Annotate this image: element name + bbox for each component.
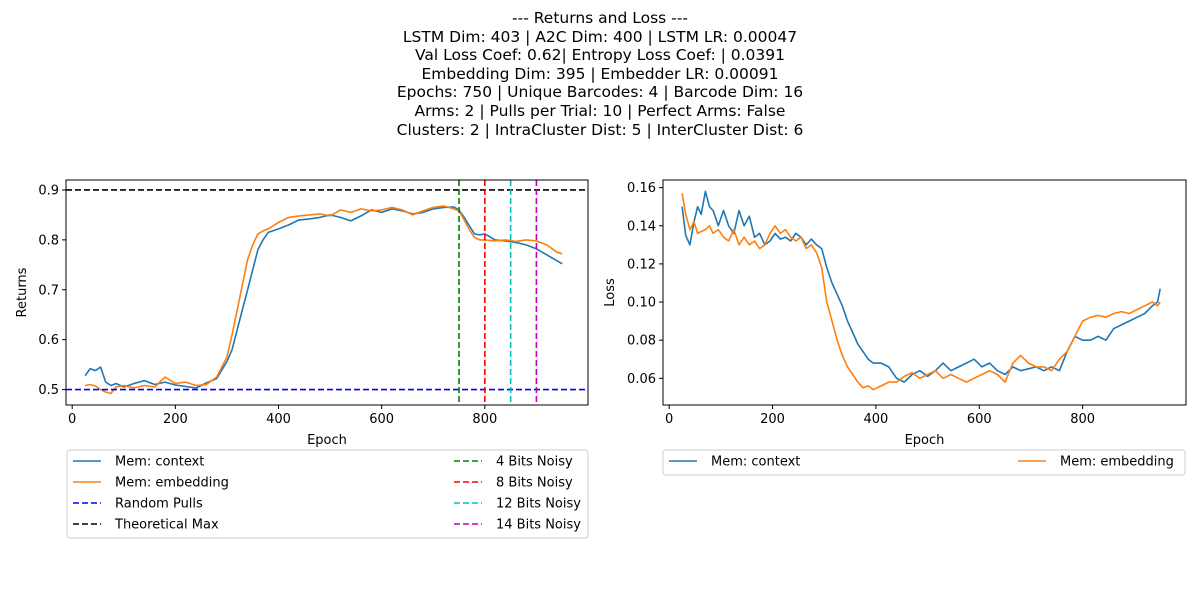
x-tick-label: 800 xyxy=(1070,412,1095,427)
returns-chart: 0 200 400 600 800 0.5 0.6 0.7 0.8 0.9 Epoch Returns… xyxy=(15,179,589,539)
plot-area xyxy=(66,180,588,405)
suptitle-line: Embedding Dim: 395 | Embedder LR: 0.0009… xyxy=(421,64,779,83)
legend-label: Theoretical Max xyxy=(114,518,219,533)
y-axis-label: Loss xyxy=(603,278,618,307)
suptitle-line: Clusters: 2 | IntraCluster Dist: 5 | Int… xyxy=(396,120,804,139)
x-tick-label: 600 xyxy=(967,412,992,427)
x-tick-label: 200 xyxy=(163,412,188,427)
legend-label: Mem: context xyxy=(711,455,800,470)
y-tick-label: 0.12 xyxy=(627,257,656,272)
series-line-mem-embedding xyxy=(681,193,1161,391)
plot-frame xyxy=(65,179,589,406)
y-tick-label: 0.7 xyxy=(38,283,59,298)
legend-label: 4 Bits Noisy xyxy=(496,455,573,470)
y-tick-label: 0.8 xyxy=(38,233,59,248)
y-tick-label: 0.9 xyxy=(38,183,59,198)
plot-area xyxy=(681,190,1161,391)
series-line-mem-context xyxy=(681,190,1161,383)
suptitle-line: LSTM Dim: 403 | A2C Dim: 400 | LSTM LR: … xyxy=(402,27,798,46)
y-tick-label: 0.08 xyxy=(627,334,656,349)
x-tick-label: 400 xyxy=(864,412,889,427)
legend-frame xyxy=(66,449,589,539)
x-axis-label: Epoch xyxy=(307,433,347,448)
x-tick-label: 0 xyxy=(665,412,673,427)
x-axis-label: Epoch xyxy=(905,433,945,448)
legend: Mem: context Mem: embedding Random Pulls Th… xyxy=(66,449,589,539)
loss-chart: 0 200 400 600 800 0.06 0.08 0.10 0.12 0.14 0.16 Epo… xyxy=(603,179,1187,476)
suptitle-line: --- Returns and Loss --- xyxy=(512,9,688,27)
series-line-mem-context xyxy=(84,206,563,389)
legend-label: 8 Bits Noisy xyxy=(496,476,573,491)
y-axis-label: Returns xyxy=(15,267,30,317)
x-tick-label: 600 xyxy=(369,412,394,427)
series-line-mem-embedding xyxy=(84,205,563,395)
x-tick-label: 0 xyxy=(68,412,76,427)
y-tick-label: 0.5 xyxy=(38,383,59,398)
legend-label: Mem: embedding xyxy=(1060,455,1174,470)
y-tick-label: 0.16 xyxy=(627,181,656,196)
suptitle-line: Arms: 2 | Pulls per Trial: 10 | Perfect … xyxy=(414,101,786,120)
legend-frame xyxy=(662,449,1186,476)
y-tick-label: 0.10 xyxy=(627,296,656,311)
y-tick-label: 0.14 xyxy=(627,219,656,234)
suptitle-line: Epochs: 750 | Unique Barcodes: 4 | Barco… xyxy=(396,83,804,102)
legend: Mem: context Mem: embedding xyxy=(662,449,1186,476)
figure-suptitle: --- Returns and Loss --- LSTM Dim: 403 |… xyxy=(0,9,1200,139)
legend-label: Mem: embedding xyxy=(115,476,229,491)
x-tick-label: 200 xyxy=(760,412,785,427)
legend-label: Mem: context xyxy=(115,455,204,470)
x-tick-label: 800 xyxy=(472,412,497,427)
legend-label: Random Pulls xyxy=(115,497,203,512)
x-tick-label: 400 xyxy=(266,412,291,427)
legend-label: 12 Bits Noisy xyxy=(496,497,581,512)
legend-label: 14 Bits Noisy xyxy=(496,518,581,533)
y-tick-label: 0.06 xyxy=(627,372,656,387)
y-tick-label: 0.6 xyxy=(38,333,59,348)
plot-frame xyxy=(662,179,1187,406)
suptitle-line: Val Loss Coef: 0.62| Entropy Loss Coef: … xyxy=(415,46,785,65)
